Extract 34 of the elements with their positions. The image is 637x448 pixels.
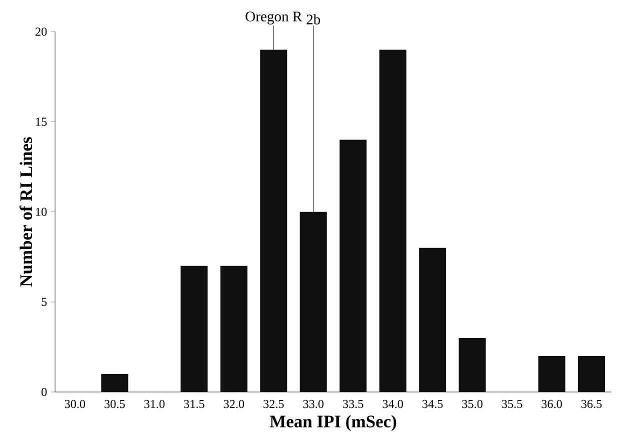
x-tick-label: 32.5 <box>264 400 284 408</box>
y-tick-label: 15 <box>36 118 47 126</box>
bar <box>101 374 128 392</box>
x-tick-label: 34.0 <box>382 400 403 408</box>
y-tick-label: 5 <box>42 298 47 306</box>
x-tick-label: 33.0 <box>303 400 324 408</box>
x-tick-label: 35.0 <box>462 400 482 408</box>
bar <box>419 248 446 392</box>
x-tick-label: 30.5 <box>104 400 125 408</box>
bar <box>340 140 367 392</box>
x-tick-label: 36.0 <box>542 400 562 408</box>
bar <box>538 356 566 392</box>
x-tick-label: 31.0 <box>144 400 165 408</box>
x-tick-label: 31.5 <box>184 400 204 408</box>
bar <box>578 356 606 392</box>
annotation: Oregon R <box>246 12 302 24</box>
y-tick-label: 10 <box>36 208 47 216</box>
x-axis-title: Mean IPI (mSec) <box>270 415 396 431</box>
x-tick-label: 34.5 <box>422 400 443 408</box>
bar <box>300 212 327 392</box>
annotation: 2b <box>306 14 320 24</box>
bar <box>458 338 486 392</box>
x-tick-label: 30.0 <box>64 400 86 408</box>
x-tick-label: 35.5 <box>502 400 522 408</box>
x-tick-label: 33.5 <box>343 400 364 408</box>
bar <box>220 266 248 392</box>
x-tick-label: 32.0 <box>224 400 244 408</box>
bar <box>379 50 406 392</box>
y-axis-title: Number of RI Lines <box>20 137 32 287</box>
y-tick-label: 0 <box>42 388 47 396</box>
bar <box>260 50 288 392</box>
bar <box>180 266 208 392</box>
x-tick-label: 36.5 <box>581 400 602 408</box>
y-tick-label: 20 <box>36 28 47 36</box>
